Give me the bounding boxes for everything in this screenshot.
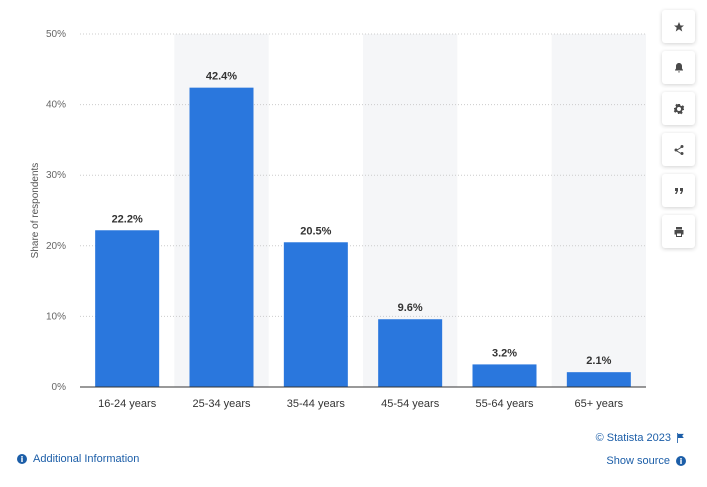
category-label: 25-34 years: [192, 398, 251, 410]
flag-icon: [677, 433, 684, 443]
y-tick-label: 40%: [46, 100, 66, 111]
notification-button[interactable]: [662, 51, 695, 84]
star-icon: [673, 21, 684, 31]
gridlines: [80, 33, 646, 317]
info-icon: i: [676, 456, 686, 466]
category-band: [551, 34, 646, 387]
data-label: 3.2%: [492, 347, 517, 359]
quote-icon: [674, 187, 683, 194]
data-label: 42.4%: [206, 71, 237, 83]
bar[interactable]: [472, 364, 537, 387]
show-source-link[interactable]: Show source i: [606, 455, 686, 467]
y-axis-title: Share of respondents: [30, 163, 41, 259]
info-icon: i: [17, 454, 27, 464]
share-icon: [674, 144, 683, 155]
chart-toolbar: [662, 10, 696, 256]
settings-button[interactable]: [662, 92, 695, 125]
y-tick-label: 20%: [46, 241, 66, 252]
additional-information-label: Additional Information: [33, 453, 140, 465]
y-tick-label: 50%: [46, 29, 66, 40]
y-tick-label: 10%: [46, 311, 66, 322]
print-button[interactable]: [662, 215, 695, 248]
bar[interactable]: [189, 87, 254, 387]
category-label: 65+ years: [575, 398, 624, 410]
category-label: 35-44 years: [287, 398, 346, 410]
additional-information-link[interactable]: i Additional Information: [17, 453, 139, 465]
bar[interactable]: [95, 230, 160, 387]
favorite-button[interactable]: [662, 10, 695, 43]
y-tick-label: 30%: [46, 170, 66, 181]
copyright-label: © Statista 2023: [595, 432, 671, 444]
y-axis-ticks: 0% 10% 20% 30% 40% 50%: [46, 29, 66, 393]
gear-icon: [673, 103, 684, 114]
print-icon: [674, 226, 683, 237]
copyright-notice: © Statista 2023: [596, 432, 685, 444]
category-label: 16-24 years: [98, 398, 157, 410]
data-label: 22.2%: [112, 213, 143, 225]
share-button[interactable]: [662, 133, 695, 166]
bar[interactable]: [378, 319, 443, 387]
data-label: 20.5%: [300, 225, 331, 237]
bars: [95, 87, 631, 387]
category-label: 45-54 years: [381, 398, 440, 410]
data-label: 9.6%: [398, 302, 423, 314]
cite-button[interactable]: [662, 174, 695, 207]
data-label: 2.1%: [586, 355, 611, 367]
bell-icon: [674, 62, 683, 72]
data-labels: 22.2% 42.4% 20.5% 9.6% 3.2% 2.1%: [112, 71, 612, 368]
category-labels: 16-24 years 25-34 years 35-44 years 45-54 y…: [98, 398, 624, 410]
y-tick-label: 0%: [52, 382, 67, 393]
bar[interactable]: [566, 372, 631, 387]
bar[interactable]: [283, 242, 348, 387]
bar-chart: 0% 10% 20% 30% 40% 50% 22.2% 42.4% 20.5% 9.6% 3.2…: [30, 29, 646, 410]
category-label: 55-64 years: [475, 398, 534, 410]
show-source-label: Show source: [606, 455, 670, 467]
